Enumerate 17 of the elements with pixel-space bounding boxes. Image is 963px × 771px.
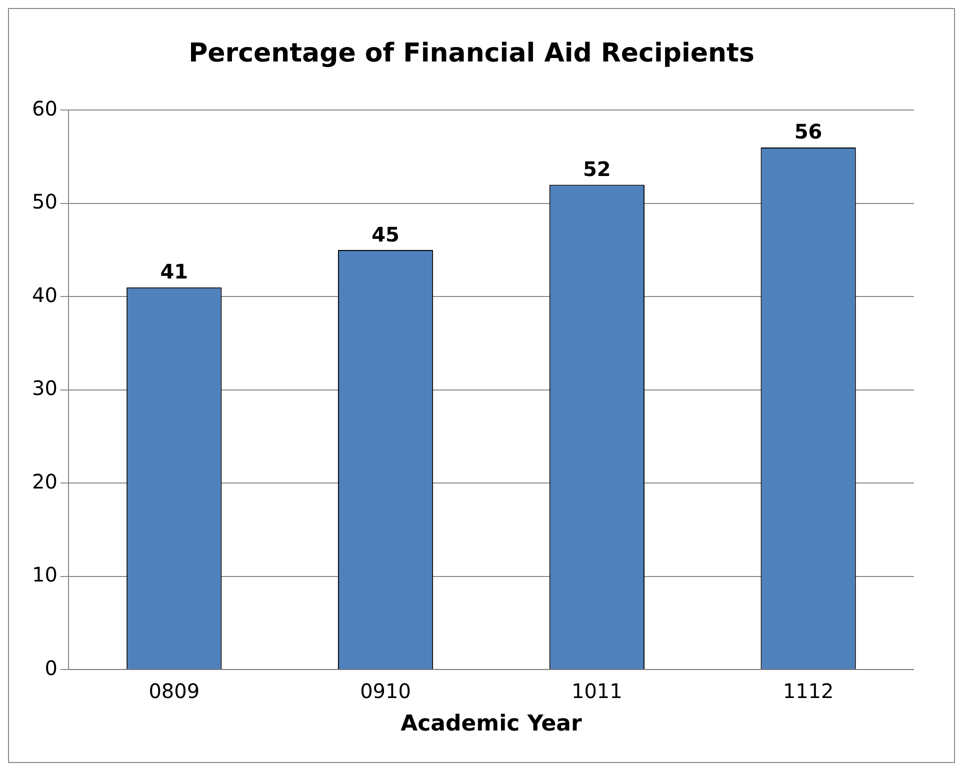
x-axis-title: Academic Year [400,712,582,737]
data-label: 56 [794,120,822,144]
y-tick-label: 20 [32,469,58,494]
x-tick-label: 0910 [360,678,411,703]
x-tick-label: 1112 [782,678,834,703]
data-label: 41 [160,260,188,284]
x-tick-label: 1011 [571,678,622,703]
y-tick-label: 60 [32,96,58,120]
data-label: 45 [372,222,400,246]
y-tick-label: 40 [32,282,58,307]
data-label: 52 [582,156,611,181]
y-tick-label: 10 [32,562,58,587]
chart-title: Percentage of Financial Aid Recipients [188,38,754,68]
y-tick-label: 30 [32,376,58,400]
y-tick-label: 50 [32,190,58,214]
y-tick-label: 0 [44,656,58,680]
x-tick-label: 0809 [148,678,200,703]
